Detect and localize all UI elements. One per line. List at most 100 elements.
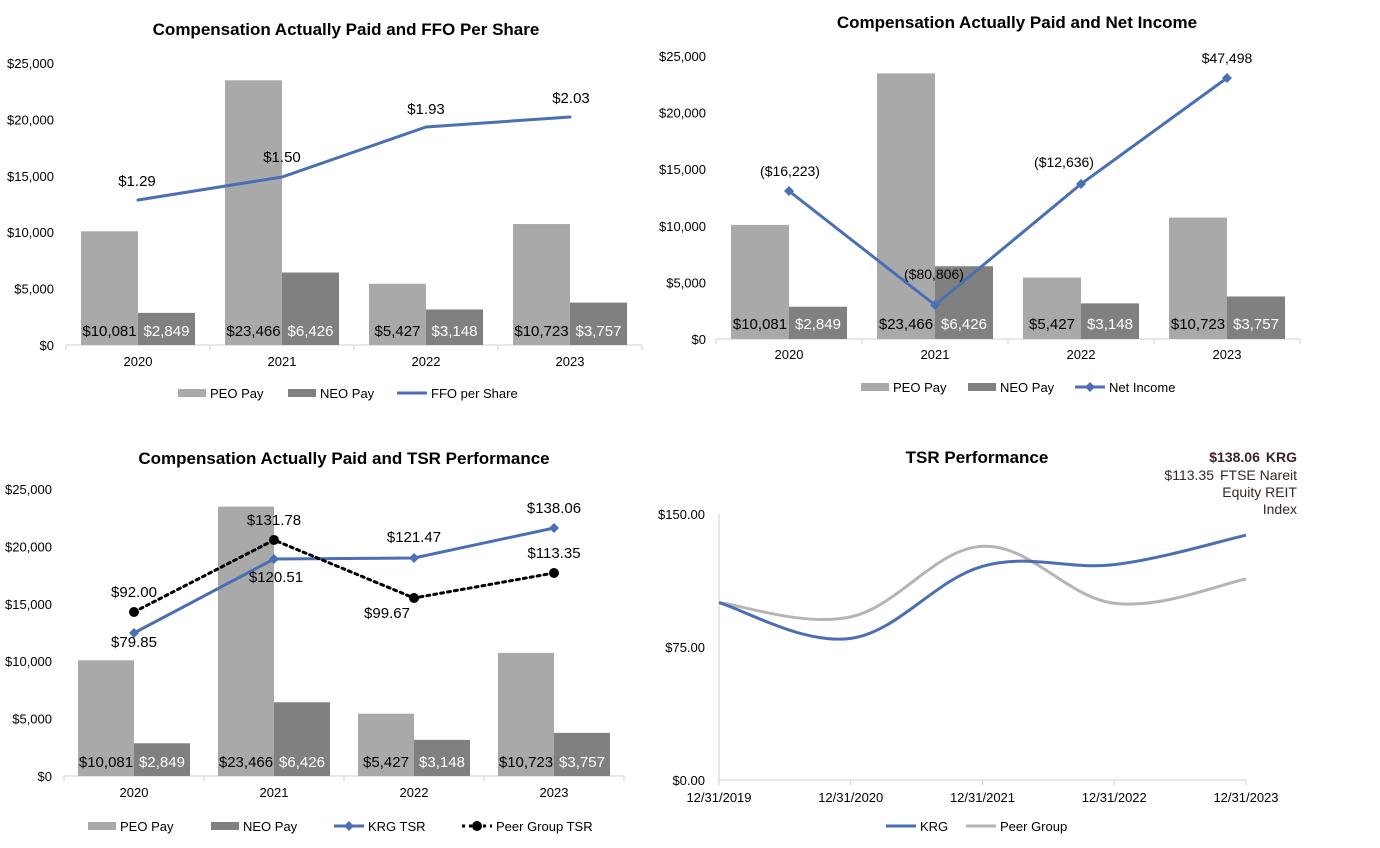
krg-tsr-line	[132, 526, 556, 635]
krg-tsr-point	[409, 553, 419, 563]
legend-swatch	[211, 822, 239, 830]
neo-pay-bar	[134, 743, 190, 776]
krg-tsr-data-label: $121.47	[387, 529, 441, 546]
chart-title: Compensation Actually Paid and TSR Perfo…	[138, 449, 549, 468]
neo-pay-bar-label: $3,148	[419, 754, 465, 771]
x-tick-label: 12/31/2019	[686, 790, 751, 805]
peo-pay-bar-label: $23,466	[219, 754, 273, 771]
x-tick-label: 12/31/2021	[950, 790, 1015, 805]
peo-pay-bar	[218, 506, 274, 776]
peo-pay-bar-label: $10,723	[514, 323, 568, 340]
krg-tsr-data-label: $79.85	[111, 634, 157, 651]
net-income-point	[1222, 73, 1232, 83]
peer-group-tsr-point	[269, 535, 279, 545]
net-income-line	[787, 76, 1229, 307]
ffo-per-share-data-label: $1.93	[407, 101, 445, 118]
peer-group-tsr-data-label: $113.35	[527, 545, 580, 562]
ffo-per-share-data-label: $2.03	[552, 90, 590, 107]
peo-pay-bar	[78, 660, 134, 776]
legend-label: NEO Pay	[1000, 380, 1055, 395]
y-tick-label: $10,000	[659, 219, 706, 234]
peo-pay-bar	[358, 713, 414, 776]
krg-annotation-name: KRG	[1266, 449, 1297, 465]
y-tick-label: $5,000	[666, 275, 706, 290]
peer-annotation-line-3: Index	[1263, 501, 1297, 517]
y-tick-label: $5,000	[14, 282, 54, 297]
chart-ffo-per-share: Compensation Actually Paid and FFO Per S…	[7, 20, 643, 401]
y-tick-label: $150.00	[658, 507, 705, 522]
krg-annotation-value: $138.06	[1209, 449, 1260, 465]
neo-pay-bar-label: $2,849	[795, 316, 841, 333]
x-category-label: 2022	[1067, 347, 1096, 362]
y-tick-label: $20,000	[659, 106, 706, 121]
x-tick-label: 12/31/2022	[1082, 790, 1147, 805]
peo-pay-bar	[81, 231, 138, 345]
peo-pay-bar	[225, 80, 282, 345]
x-category-label: 2020	[775, 347, 804, 362]
neo-pay-bar	[935, 266, 993, 339]
neo-pay-bar-label: $3,148	[432, 323, 478, 340]
x-category-label: 2023	[556, 354, 585, 369]
x-tick-label: 12/31/2023	[1213, 790, 1278, 805]
peo-pay-bar-label: $10,081	[82, 323, 136, 340]
peer-annotation-value: $113.35	[1164, 467, 1214, 483]
x-category-label: 2021	[260, 785, 289, 800]
legend-label: PEO Pay	[120, 819, 174, 834]
peo-pay-bar-label: $23,466	[226, 323, 280, 340]
chart-tsr-performance: TSR Performance $138.06 KRG $113.35 FTSE N…	[658, 448, 1297, 834]
x-category-label: 2023	[540, 785, 569, 800]
neo-pay-bar-label: $6,426	[941, 316, 987, 333]
legend-marker	[472, 821, 482, 831]
legend-swatch	[288, 389, 316, 397]
legend-label: PEO Pay	[893, 380, 947, 395]
net-income-data-label: ($80,806)	[904, 266, 964, 282]
x-category-label: 2023	[1213, 347, 1242, 362]
peer-group-tsr-line	[718, 544, 1247, 622]
legend-swatch	[968, 383, 996, 391]
peer-annotation-name: FTSE Nareit	[1220, 467, 1297, 483]
neo-pay-bar	[1227, 296, 1285, 339]
peer-group-tsr-point	[549, 568, 559, 578]
krg-tsr-data-label: $120.51	[249, 569, 303, 586]
legend-label: PEO Pay	[210, 386, 264, 401]
neo-pay-bar	[554, 732, 610, 776]
peo-pay-bar-label: $5,427	[1029, 316, 1075, 333]
peo-pay-bar	[513, 224, 570, 345]
net-income-data-label: ($12,636)	[1034, 154, 1094, 170]
y-tick-label: $0	[692, 332, 706, 347]
y-tick-label: $75.00	[665, 640, 705, 655]
legend-marker	[1085, 382, 1095, 392]
peer-group-tsr-line	[132, 538, 556, 614]
y-tick-label: $10,000	[5, 654, 52, 669]
peo-pay-bar	[1169, 217, 1227, 339]
ffo-per-share-line	[136, 115, 572, 202]
chart-title: Compensation Actually Paid and FFO Per S…	[153, 20, 540, 39]
neo-pay-bar	[426, 309, 483, 345]
neo-pay-bar-label: $6,426	[288, 323, 334, 340]
neo-pay-bar	[789, 306, 847, 339]
legend-swatch	[861, 383, 889, 391]
legend-label: Peer Group	[1000, 819, 1067, 834]
x-category-label: 2021	[921, 347, 950, 362]
y-tick-label: $15,000	[659, 162, 706, 177]
x-category-label: 2022	[412, 354, 441, 369]
peo-pay-bar-label: $5,427	[375, 323, 421, 340]
neo-pay-bar-label: $3,757	[576, 323, 622, 340]
chart-net-income: Compensation Actually Paid and Net Incom…	[659, 13, 1301, 395]
y-tick-label: $25,000	[659, 49, 706, 64]
peer-group-tsr-data-label: $92.00	[111, 584, 157, 601]
net-income-point	[784, 186, 794, 196]
peo-pay-bar	[877, 73, 935, 340]
legend-label: Peer Group TSR	[496, 819, 593, 834]
legend-swatch	[178, 389, 206, 397]
y-tick-label: $5,000	[12, 712, 52, 727]
y-tick-label: $0	[40, 338, 54, 353]
peo-pay-bar-label: $10,081	[733, 316, 787, 333]
peer-annotation: $113.35 FTSE Nareit	[1164, 467, 1297, 483]
legend-label: Net Income	[1109, 380, 1175, 395]
net-income-data-label: ($16,223)	[760, 163, 820, 179]
peo-pay-bar	[369, 283, 426, 345]
neo-pay-bar	[414, 739, 470, 776]
chart-title: Compensation Actually Paid and Net Incom…	[837, 13, 1197, 32]
